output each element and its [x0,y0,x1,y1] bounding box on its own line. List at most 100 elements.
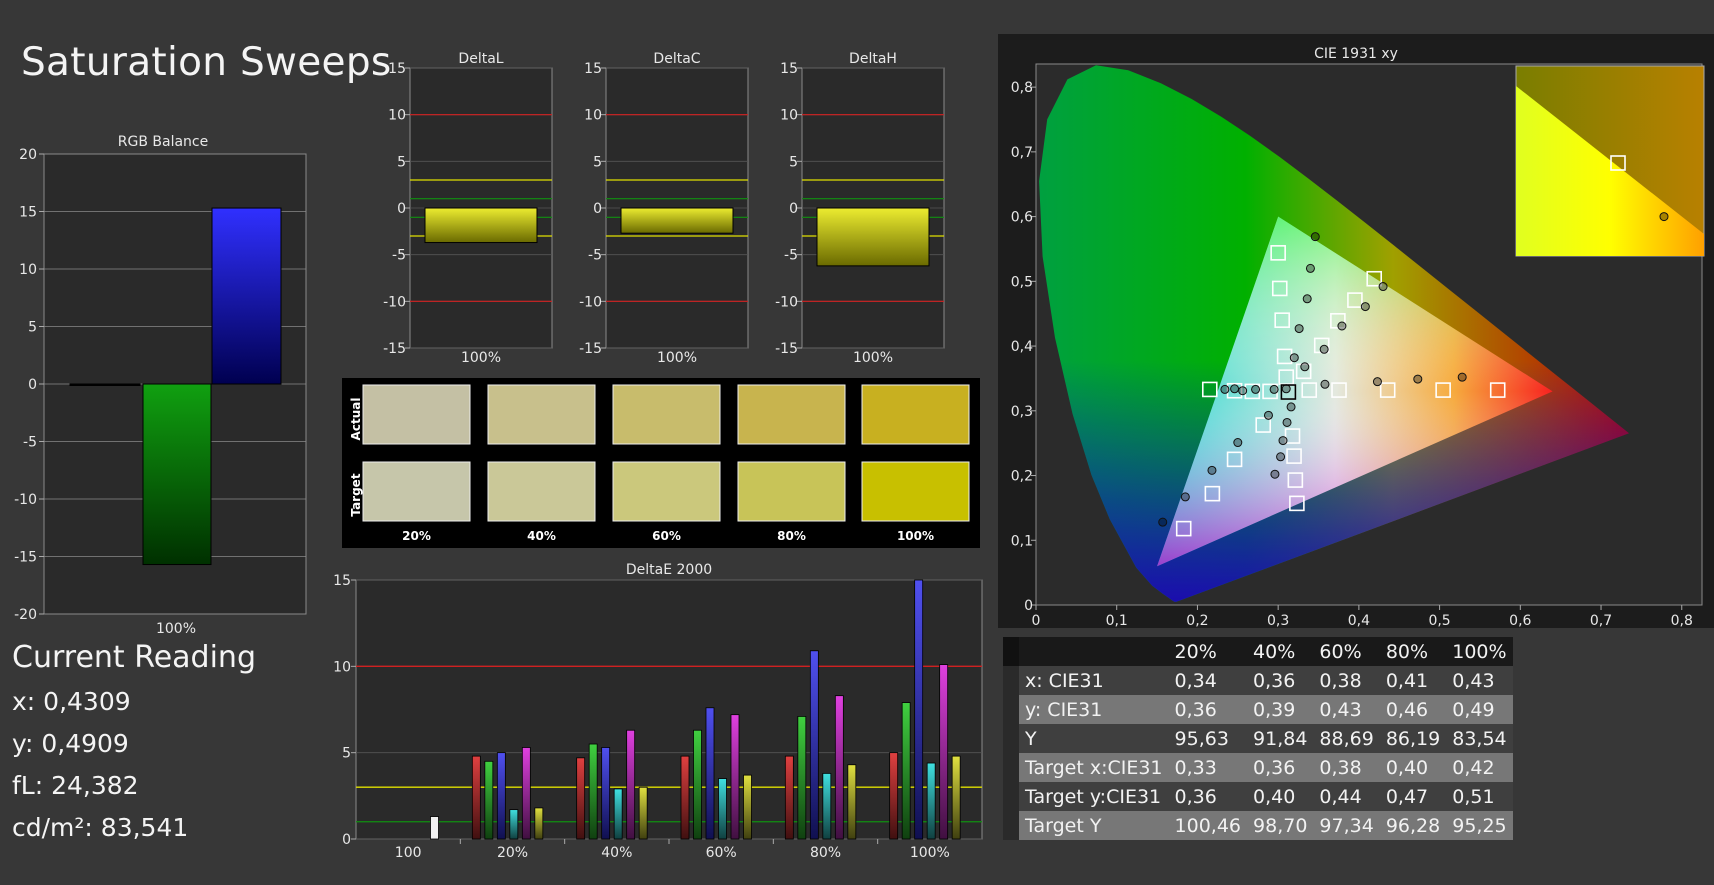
table-cell: 60% [1313,637,1380,666]
swatch-label: 80% [777,529,806,543]
delta-e-x-label: 100% [910,845,950,861]
target-point [1435,382,1451,398]
table-cell: 0,34 [1168,666,1248,695]
target-point [1379,382,1396,398]
cie-y-tick-label: 0,7 [1011,145,1033,161]
cie-title: CIE 1931 xy [1314,46,1398,62]
reading-x: x: 0,4309 [12,687,131,716]
reading-luminance: cd/m²: 83,541 [12,813,189,842]
delta-y-tick-label: -15 [775,341,798,357]
table-cell: 0,43 [1313,695,1380,724]
cie-y-tick-label: 0,3 [1011,404,1033,420]
swatch-label: 100% [897,529,934,543]
swatch-target [737,461,846,522]
cie-x-tick-label: 0,4 [1348,613,1370,628]
table-cell: 96,28 [1379,811,1447,840]
delta-e-x-label: 60% [706,845,737,861]
rgb-bar [211,207,282,385]
delta-e-bar [809,650,819,840]
table-row: Target Y 100,46 98,70 97,34 96,28 95,25 [1003,811,1513,840]
target-point [1331,382,1347,398]
delta-e-bar [509,809,519,840]
table-cell: 0,36 [1247,753,1314,782]
measured-point [1378,282,1388,292]
cie-y-tick-label: 0,1 [1011,533,1033,549]
swatch-panel: Actual Target 20% 40% 60% 80% 100% [342,378,980,548]
table-cell: 0,36 [1247,666,1314,695]
rgb-y-tick-label: 20 [19,147,37,163]
cie-x-tick-label: 0,6 [1509,613,1531,628]
measured-point [1413,374,1423,384]
measured-point [1337,321,1347,331]
rgb-balance-title: RGB Balance [118,134,208,150]
reading-y: y: 0,4909 [12,729,129,758]
delta-y-tick-label: 5 [789,154,798,170]
measured-point [1220,384,1230,394]
rgb-bar [142,383,212,566]
row-marker [1003,666,1019,695]
target-point [1347,292,1363,308]
delta-c-chart: DeltaC 15 10 5 0 -5 -10 -15 100% [579,51,749,366]
row-label: Target x:CIE31 [1019,753,1169,782]
delta-y-tick-label: -5 [392,248,406,264]
cie-y-tick-label: 0,4 [1011,339,1033,355]
measured-point [1372,377,1382,387]
measured-point [1302,294,1312,304]
row-label: Y [1019,724,1169,753]
row-label-target: Target [349,473,363,516]
table-row: Y 95,63 91,84 88,69 86,19 83,54 [1003,724,1513,753]
measured-point [1305,263,1315,273]
delta-y-tick-label: 0 [593,201,602,217]
table-cell: 88,69 [1313,724,1380,753]
rgb-y-tick-label: 5 [28,320,37,336]
delta-e-y-tick-label: 5 [342,746,351,762]
rgb-y-tick-label: -5 [23,435,37,451]
reading-fl: fL: 24,382 [12,771,139,800]
delta-e-bar [521,747,531,840]
cie-x-tick-label: 0,3 [1267,613,1289,628]
target-point [1201,381,1218,398]
cie-x-tick-label: 0,2 [1186,613,1208,628]
cie-y-tick-label: 0,2 [1011,469,1033,485]
gamut-triangle-shade [1157,216,1553,567]
swatch-label: 60% [652,529,681,543]
rgb-balance-chart: RGB Balance 20 15 10 5 0 -5 -10 -15 -20 100% [14,134,307,637]
delta-e-bar [626,729,636,840]
table-cell: 91,84 [1247,724,1314,753]
measured-point [1320,379,1330,389]
table-row: Target x:CIE31 0,33 0,36 0,38 0,40 0,42 [1003,753,1513,782]
measured-point [1457,372,1467,382]
measured-point [1276,452,1286,462]
swatch-target [612,461,721,522]
target-point [1301,382,1318,398]
swatch-actual [612,384,721,445]
swatch-target [362,461,471,522]
rgb-y-tick-label: 15 [19,205,37,221]
delta-title: DeltaL [458,51,503,67]
swatch-target [861,461,970,522]
table-cell: 0,49 [1446,695,1513,724]
delta-x-label: 100% [657,350,697,366]
rgb-y-tick-label: 0 [28,377,37,393]
table-cell: 95,63 [1168,724,1248,753]
delta-e-bar [718,778,727,840]
cie-x-tick-label: 0,7 [1590,613,1612,628]
delta-y-tick-label: -10 [579,294,602,310]
table-cell: 0,47 [1379,782,1447,811]
table-cell: 100% [1446,637,1513,666]
delta-x-label: 100% [853,350,893,366]
delta-e-bar [889,752,899,840]
table-cell: 0,42 [1446,753,1513,782]
delta-e-title: DeltaE 2000 [626,562,712,578]
table-cell: 0,51 [1446,782,1513,811]
delta-y-tick-label: 15 [388,61,406,77]
target-point [1295,363,1312,380]
measured-point [1158,517,1168,527]
zoom-target-point [1610,155,1626,171]
target-point [1255,417,1272,433]
cie-x-tick-label: 0 [1032,613,1041,628]
delta-e-x-label: 20% [497,845,528,861]
measured-point [1233,438,1243,448]
measured-point [1251,384,1261,394]
delta-e-bar [834,695,844,840]
